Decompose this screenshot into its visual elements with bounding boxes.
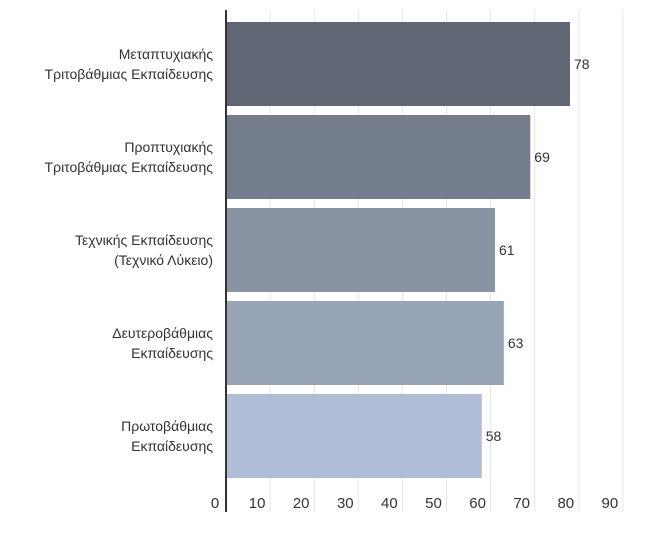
category-label: Δευτεροβάθμιας Εκπαίδευσης bbox=[112, 325, 213, 361]
data-label: 61 bbox=[499, 242, 515, 258]
bars bbox=[226, 22, 570, 478]
bar bbox=[226, 394, 482, 478]
bar bbox=[226, 301, 504, 385]
bar bbox=[226, 208, 496, 292]
category-label: Τεχνικής Εκπαίδευσης (Τεχνικό Λύκειο) bbox=[75, 232, 213, 268]
x-tick-label: 90 bbox=[602, 495, 619, 512]
x-tick-label: 10 bbox=[249, 495, 266, 512]
category-label: Μεταπτυχιακής Τριτοβάθμιας Εκπαίδευσης bbox=[45, 46, 214, 82]
data-label: 63 bbox=[508, 335, 524, 351]
x-tick-label: 30 bbox=[337, 495, 354, 512]
category-label: Προπτυχιακής Τριτοβάθμιας Εκπαίδευσης bbox=[45, 139, 214, 175]
category-labels: Μεταπτυχιακής Τριτοβάθμιας Εκπαίδευσης Προ… bbox=[45, 46, 214, 454]
bar bbox=[226, 115, 531, 199]
x-tick-label: 50 bbox=[425, 495, 442, 512]
data-label: 69 bbox=[534, 149, 550, 165]
value-labels: 78 69 61 63 58 bbox=[486, 56, 590, 444]
x-tick-label: 0 bbox=[211, 495, 219, 512]
x-tick-label: 60 bbox=[469, 495, 486, 512]
x-tick-label: 70 bbox=[513, 495, 530, 512]
x-tick-label: 80 bbox=[557, 495, 574, 512]
data-label: 58 bbox=[486, 428, 502, 444]
x-tick-label: 20 bbox=[293, 495, 310, 512]
x-tick-label: 40 bbox=[381, 495, 398, 512]
category-label: Πρωτοβάθμιας Εκπαίδευσης bbox=[121, 418, 213, 454]
bar bbox=[226, 22, 570, 106]
data-label: 78 bbox=[574, 56, 590, 72]
x-tick-labels: 0 10 20 30 40 50 60 70 80 90 bbox=[211, 495, 618, 512]
